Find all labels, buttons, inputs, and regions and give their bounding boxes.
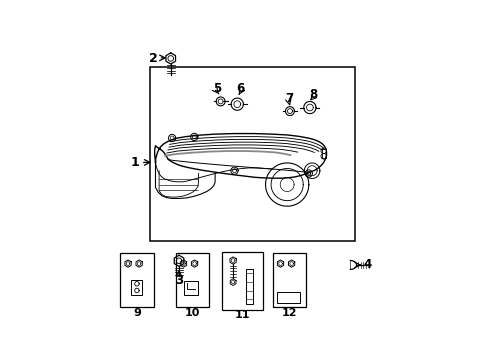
Text: 2: 2 [149, 52, 158, 65]
Bar [150, 67, 355, 242]
Text: 5: 5 [213, 82, 221, 95]
Text: 7: 7 [285, 92, 293, 105]
Text: 6: 6 [237, 82, 245, 95]
Bar [273, 253, 306, 307]
Bar [176, 253, 209, 307]
Text: 9: 9 [133, 308, 141, 318]
Bar [277, 292, 300, 303]
Text: 1: 1 [131, 156, 140, 169]
Text: 3: 3 [175, 274, 183, 287]
Text: 10: 10 [185, 308, 200, 318]
Text: 12: 12 [282, 308, 297, 318]
Bar [131, 279, 143, 295]
Text: 11: 11 [235, 310, 250, 320]
Bar [222, 252, 263, 310]
Text: 4: 4 [364, 258, 372, 271]
Bar [184, 281, 197, 294]
Bar [245, 269, 252, 304]
Bar [120, 253, 153, 307]
Text: 8: 8 [309, 88, 318, 101]
